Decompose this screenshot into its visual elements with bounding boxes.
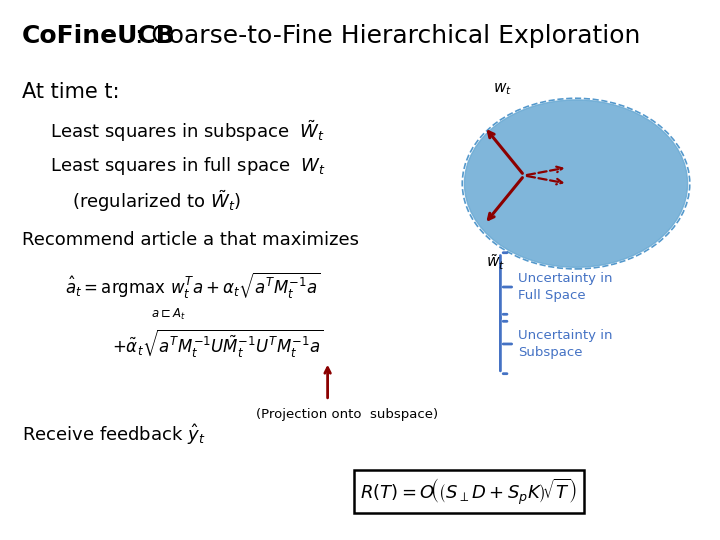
Text: Receive feedback $\hat{y}_t$: Receive feedback $\hat{y}_t$ xyxy=(22,422,205,447)
Text: : Coarse-to-Fine Hierarchical Exploration: : Coarse-to-Fine Hierarchical Exploratio… xyxy=(135,24,641,48)
Text: $R(T)=O\!\left(\left(S_\perp D+S_p K\right)\!\sqrt{T}\right)$: $R(T)=O\!\left(\left(S_\perp D+S_p K\rig… xyxy=(360,476,577,507)
Text: CoFineUCB: CoFineUCB xyxy=(22,24,176,48)
Text: Least squares in full space  $W_t$: Least squares in full space $W_t$ xyxy=(50,155,326,177)
Text: $a \sqsubset A_t$: $a \sqsubset A_t$ xyxy=(151,307,186,322)
Text: At time t:: At time t: xyxy=(22,82,119,102)
Text: (regularized to $\tilde{W}_t$): (regularized to $\tilde{W}_t$) xyxy=(72,188,241,214)
Text: Uncertainty in
Full Space: Uncertainty in Full Space xyxy=(518,272,613,302)
Text: $\hat{a}_t = \mathrm{argmax}\ w_t^T a + \alpha_t\sqrt{a^T M_t^{-1} a}$: $\hat{a}_t = \mathrm{argmax}\ w_t^T a + … xyxy=(65,271,320,301)
Text: Recommend article a that maximizes: Recommend article a that maximizes xyxy=(22,231,359,249)
Text: $\tilde{w}_t$: $\tilde{w}_t$ xyxy=(486,252,505,272)
Circle shape xyxy=(464,100,688,267)
Text: $+\tilde{\alpha}_t\sqrt{a^T M_t^{-1} U \tilde{M}_t^{-1} U^T M_t^{-1} a}$: $+\tilde{\alpha}_t\sqrt{a^T M_t^{-1} U \… xyxy=(112,328,323,360)
Text: (Projection onto  subspace): (Projection onto subspace) xyxy=(256,408,438,421)
Text: Least squares in subspace  $\tilde{W}_t$: Least squares in subspace $\tilde{W}_t$ xyxy=(50,118,325,144)
Text: $w_t$: $w_t$ xyxy=(493,81,512,97)
Text: Uncertainty in
Subspace: Uncertainty in Subspace xyxy=(518,329,613,359)
